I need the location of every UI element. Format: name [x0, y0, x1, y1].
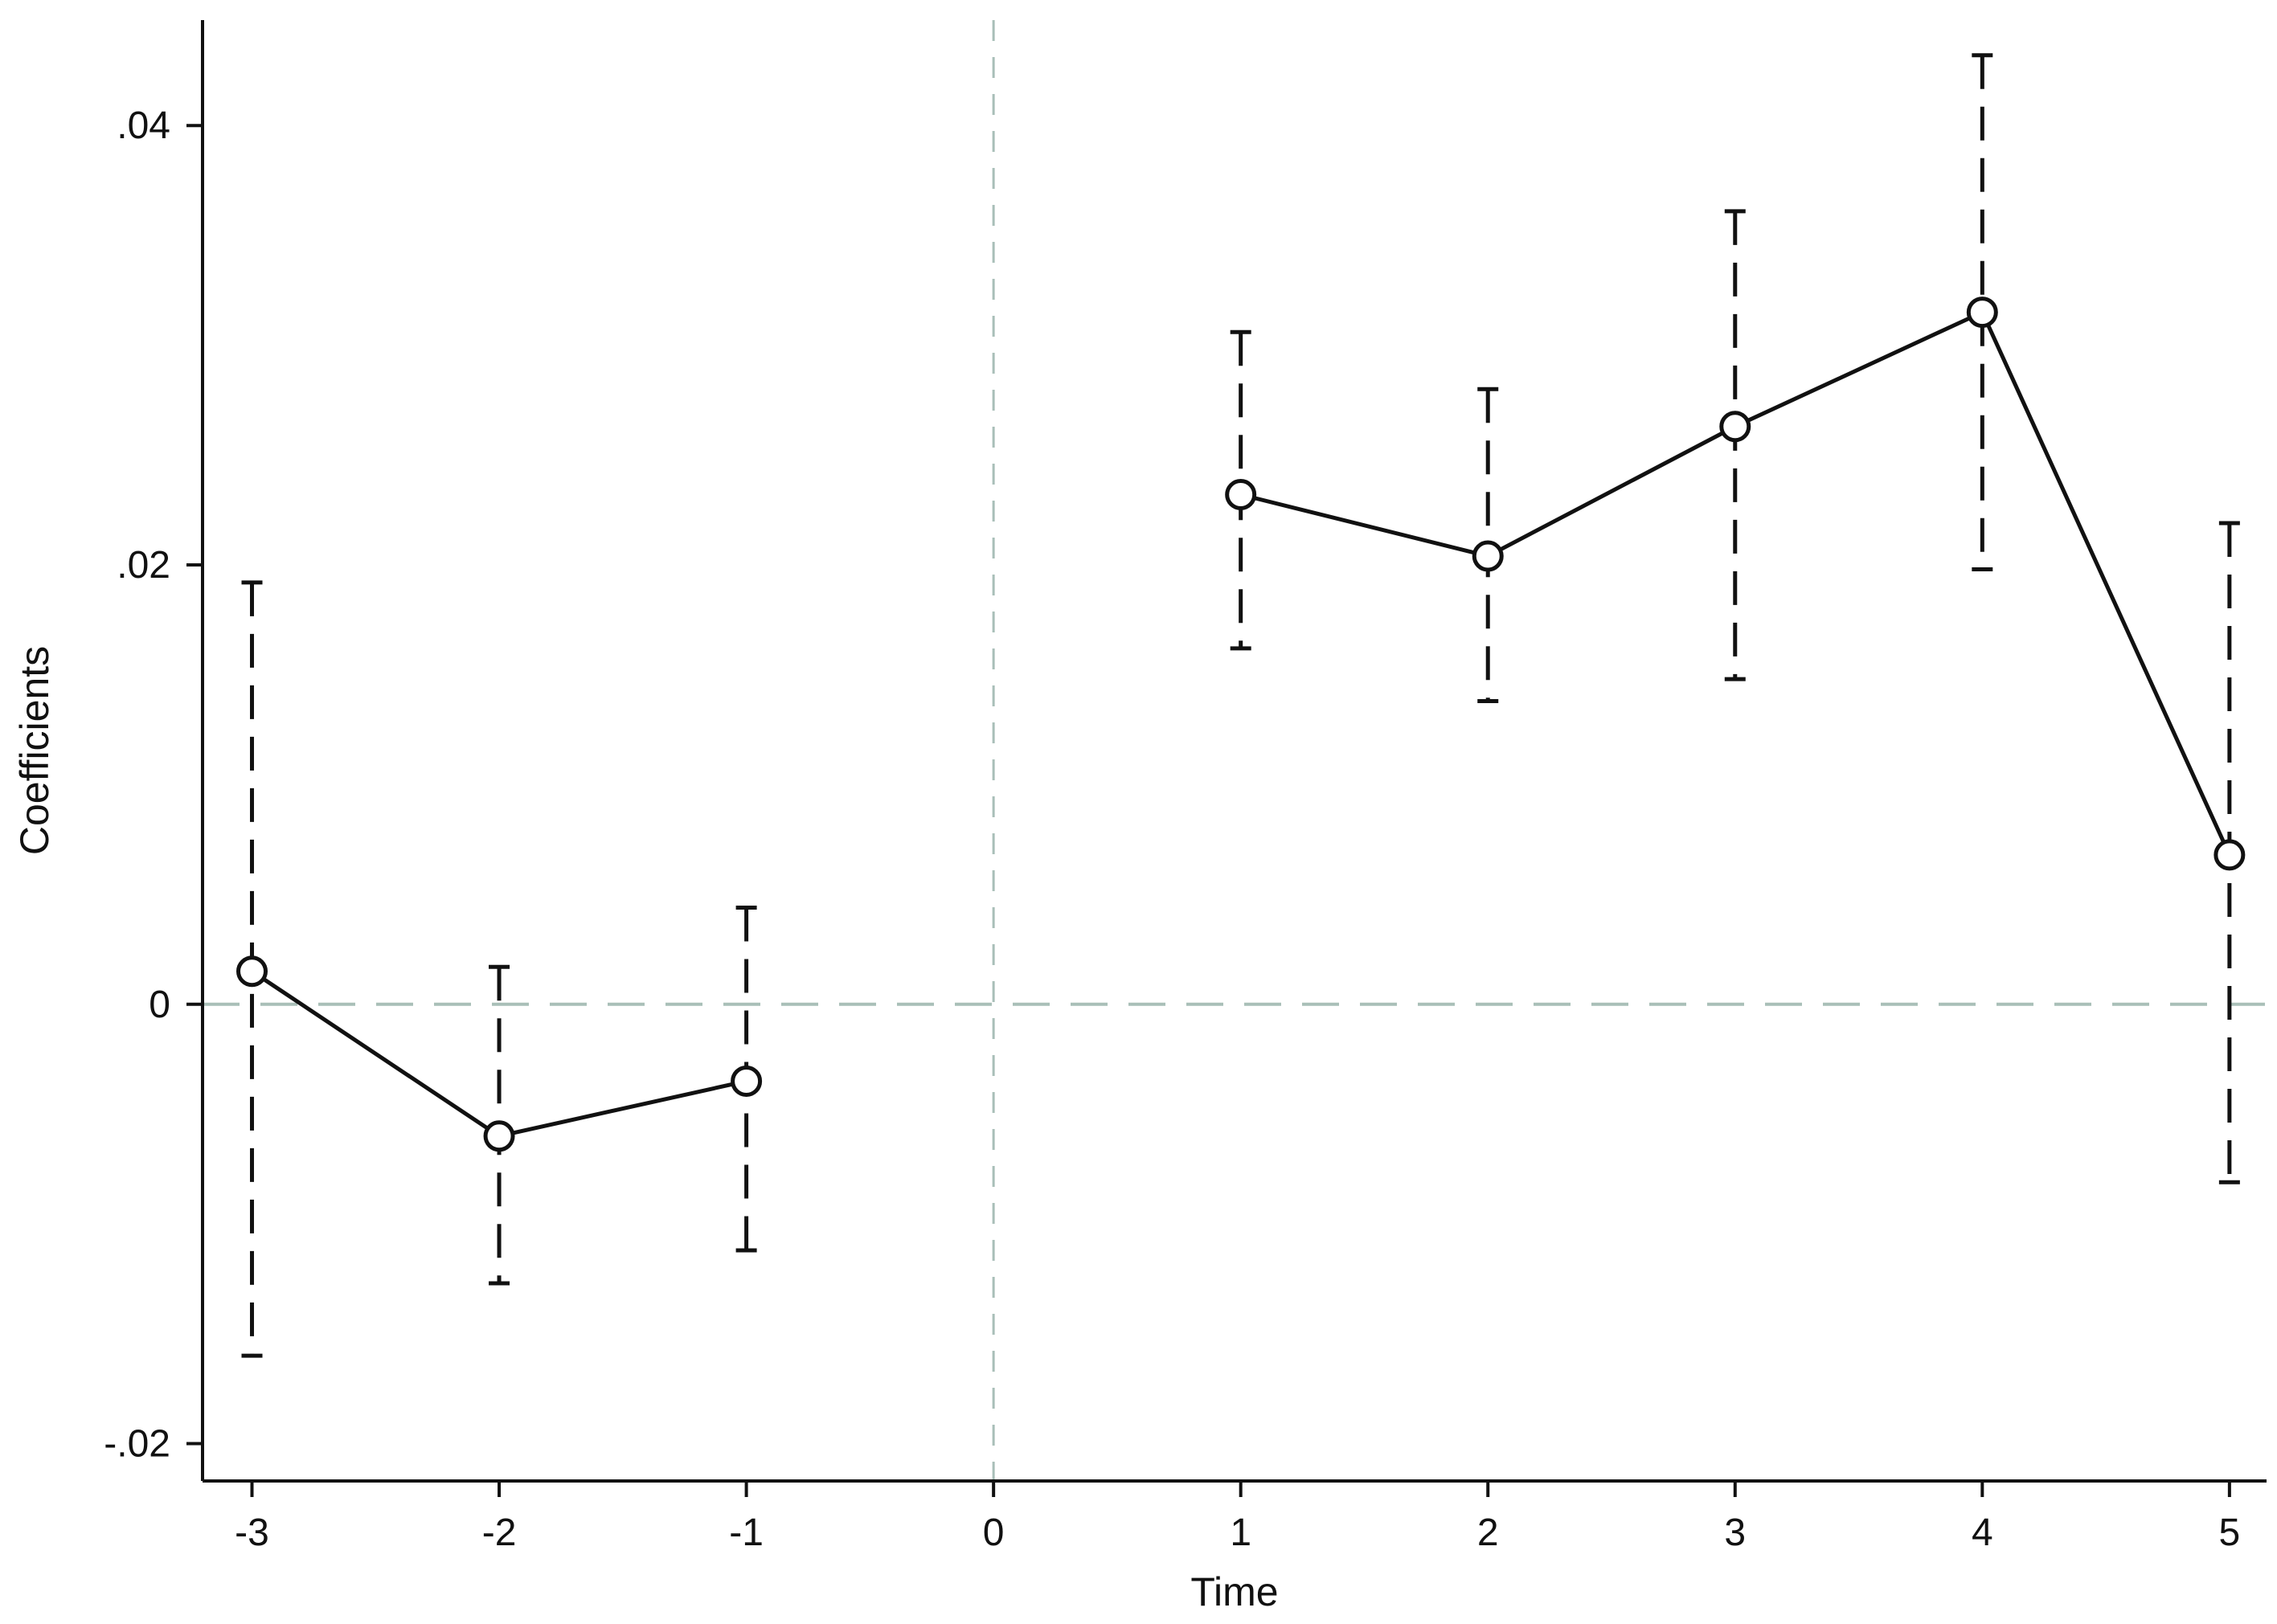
data-point-0-2	[731, 1065, 763, 1097]
x-tick-label-2: -1	[729, 1512, 764, 1554]
y-ticks: -.02 0 .02 .04	[104, 104, 203, 1466]
y-tick-label-0: -.02	[104, 1423, 170, 1466]
x-ticks: -3 -2 -1 0 1 2 3 4 5	[235, 1481, 2240, 1554]
axes	[201, 20, 2267, 1483]
y-axis-title: Coefficients	[12, 646, 57, 855]
y-tick-label-1: 0	[149, 984, 170, 1026]
confidence-intervals	[241, 53, 2240, 1358]
x-tick-label-6: 3	[1724, 1512, 1746, 1554]
y-tick-label-3: .04	[117, 104, 170, 147]
x-tick-label-0: -3	[235, 1512, 269, 1554]
reference-lines	[203, 20, 2267, 1481]
x-tick-label-4: 1	[1230, 1512, 1251, 1554]
data-point-1-4	[2214, 839, 2246, 871]
data-points	[236, 297, 2246, 1152]
x-tick-label-5: 2	[1477, 1512, 1499, 1554]
x-axis-title: Time	[1190, 1569, 1278, 1614]
data-point-1-1	[1472, 540, 1504, 572]
y-tick-label-2: .02	[117, 544, 170, 587]
x-tick-label-1: -2	[482, 1512, 517, 1554]
data-point-1-2	[1719, 411, 1751, 443]
x-tick-label-7: 4	[1972, 1512, 1993, 1554]
data-point-0-0	[236, 955, 268, 988]
data-point-1-3	[1966, 297, 1998, 329]
x-tick-label-8: 5	[2219, 1512, 2241, 1554]
data-point-1-0	[1225, 479, 1257, 511]
x-tick-label-3: 0	[983, 1512, 1005, 1554]
data-point-0-1	[483, 1120, 515, 1152]
